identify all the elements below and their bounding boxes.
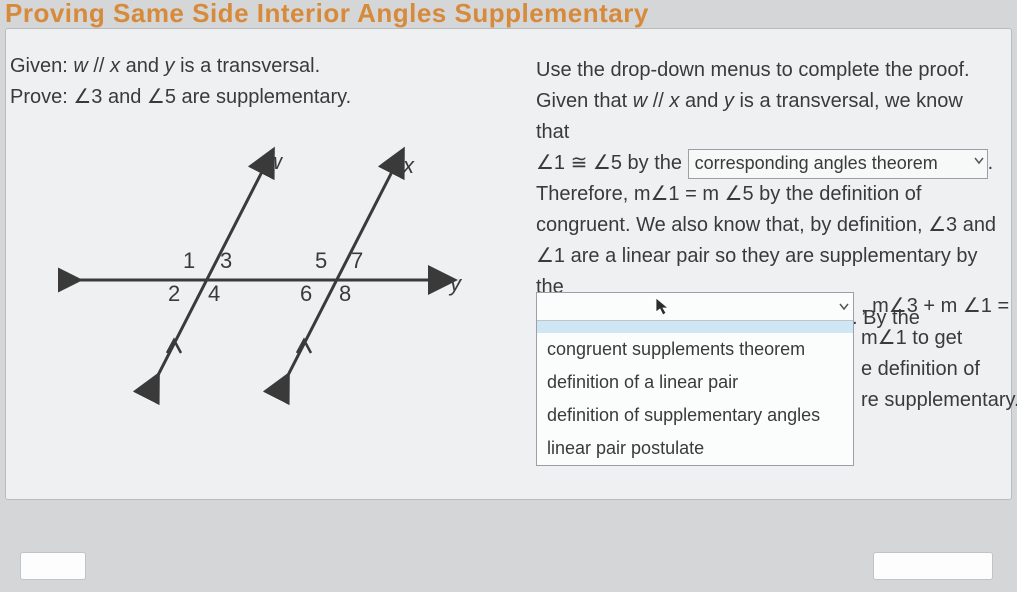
diagram: w x y 1 3 2 4 5 7 6 8 — [58, 145, 468, 405]
angle-3: ∠3 — [73, 86, 102, 108]
proof-line-3: ∠1 ≅ ∠5 by the corresponding angles theo… — [536, 148, 998, 179]
given-statement: Given: w // x and y is a transversal. — [10, 55, 504, 78]
bottom-button-left[interactable] — [20, 552, 86, 580]
chevron-down-icon — [839, 302, 849, 312]
dropdown-option-3[interactable]: definition of supplementary angles — [537, 399, 853, 432]
t2a: Given that — [536, 90, 633, 112]
select-reason-1[interactable]: corresponding angles theorem — [688, 149, 988, 179]
t3a: ∠1 ≅ ∠5 by the — [536, 152, 688, 174]
dropdown-option-blank[interactable] — [537, 321, 853, 333]
page-title: Proving Same Side Interior Angles Supple… — [5, 0, 1012, 29]
prove-tail: are supplementary. — [176, 86, 351, 108]
dropdown-option-1[interactable]: congruent supplements theorem — [537, 333, 853, 366]
cursor-icon — [654, 297, 670, 317]
label-x: x — [403, 153, 414, 179]
t2b: and — [679, 90, 723, 112]
label-1: 1 — [183, 248, 195, 274]
given-tail: is a transversal. — [175, 55, 321, 77]
t2w: w — [633, 90, 647, 112]
angle-5: ∠5 — [147, 86, 176, 108]
var-y: y — [165, 55, 175, 77]
label-8: 8 — [339, 281, 351, 307]
proof-line-5: congruent. We also know that, by definit… — [536, 210, 998, 241]
fragment-line-11: re supplementary. — [861, 385, 1017, 416]
prove-and: and — [102, 86, 146, 108]
label-w: w — [266, 149, 282, 175]
prove-prefix: Prove: — [10, 86, 73, 108]
chevron-down-icon — [974, 156, 984, 166]
left-column: Given: w // x and y is a transversal. Pr… — [6, 45, 516, 381]
t2y: y — [724, 90, 734, 112]
label-y: y — [450, 271, 461, 297]
parallel-symbol: // — [88, 55, 110, 77]
fragment-line-8: , m∠3 + m ∠1 = — [861, 291, 1009, 322]
t2x: x — [669, 90, 679, 112]
fragment-line-10: e definition of — [861, 354, 980, 385]
diagram-svg — [58, 145, 468, 405]
prove-statement: Prove: ∠3 and ∠5 are supplementary. — [10, 84, 504, 109]
label-3: 3 — [220, 248, 232, 274]
label-4: 4 — [208, 281, 220, 307]
var-w: w — [73, 55, 87, 77]
proof-line-2: Given that w // x and y is a transversal… — [536, 86, 998, 148]
label-6: 6 — [300, 281, 312, 307]
t3b: . — [988, 152, 994, 174]
var-x: x — [110, 55, 120, 77]
select-reason-1-value: corresponding angles theorem — [695, 153, 938, 173]
label-7: 7 — [351, 248, 363, 274]
dropdown-option-2[interactable]: definition of a linear pair — [537, 366, 853, 399]
t2par: // — [647, 90, 669, 112]
fragment-line-9: m∠1 to get — [861, 323, 962, 354]
label-5: 5 — [315, 248, 327, 274]
select-reason-3-dropdown[interactable]: congruent supplements theorem definition… — [536, 292, 854, 466]
given-prefix: Given: — [10, 55, 73, 77]
content-card: Given: w // x and y is a transversal. Pr… — [5, 28, 1012, 500]
instruction-line: Use the drop-down menus to complete the … — [536, 55, 998, 86]
dropdown-option-4[interactable]: linear pair postulate — [537, 432, 853, 465]
proof-line-4: Therefore, m∠1 = m ∠5 by the definition … — [536, 179, 998, 210]
given-and: and — [120, 55, 164, 77]
select-reason-3-top[interactable] — [537, 293, 853, 321]
bottom-button-right[interactable] — [873, 552, 993, 580]
label-2: 2 — [168, 281, 180, 307]
